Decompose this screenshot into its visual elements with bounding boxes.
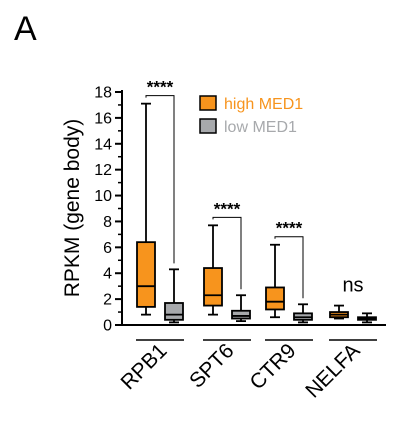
y-tick-label: 4: [103, 266, 112, 283]
significance-label: ns: [342, 275, 363, 297]
y-axis-label: RPKM (gene body): [61, 119, 84, 298]
legend-swatch: [199, 95, 217, 111]
significance-label: ****: [147, 78, 174, 97]
y-tick-label: 18: [94, 85, 112, 102]
y-tick-label: 10: [94, 188, 112, 205]
y-tick-label: 14: [94, 136, 112, 153]
y-tick-label: 12: [94, 162, 112, 179]
panel-letter: A: [14, 10, 37, 48]
box-iqr: [265, 286, 285, 311]
y-tick-label: 16: [94, 110, 112, 127]
y-tick-label: 2: [103, 292, 112, 309]
y-tick-label: 6: [103, 240, 112, 257]
y-tick-label: 8: [103, 214, 112, 231]
legend-label: low MED1: [224, 119, 297, 136]
legend-swatch: [199, 118, 217, 134]
category-label: CTR9: [245, 339, 300, 394]
box-iqr: [231, 309, 251, 320]
significance-bracket: [145, 95, 175, 264]
significance-bracket: [212, 216, 242, 290]
significance-bracket: [274, 236, 304, 299]
box-iqr: [203, 267, 223, 307]
significance-label: ****: [276, 219, 303, 238]
box-iqr: [164, 302, 184, 321]
category-label: NELFA: [301, 339, 364, 402]
significance-label: ****: [214, 199, 241, 218]
y-tick-label: 0: [103, 318, 112, 335]
category-label: SPT6: [185, 339, 238, 392]
legend-label: high MED1: [224, 96, 303, 113]
category-label: RPB1: [116, 339, 171, 394]
box-iqr: [136, 241, 156, 308]
